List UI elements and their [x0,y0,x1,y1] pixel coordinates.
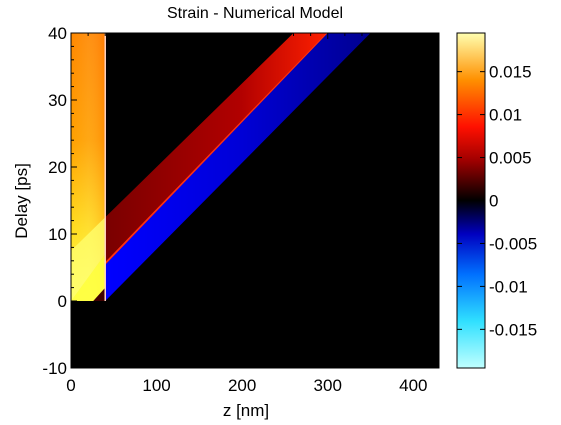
film-onset-triangle [71,217,106,301]
colorbar-tick-label: 0.015 [489,63,532,82]
x-tick-label: 400 [399,376,427,395]
colorbar-tick-label: 0.005 [489,149,532,168]
y-tick-label: 0 [58,292,67,311]
colorbar-tick-label: -0.015 [489,320,537,339]
x-tick-label: 300 [314,376,342,395]
x-tick-label: 200 [228,376,256,395]
compression-band [105,33,371,301]
colorbar-tick-label: -0.01 [489,277,528,296]
expansion-band-edge [104,33,329,265]
x-tick-label: 0 [66,376,75,395]
film-onset-dark [93,287,106,301]
x-tick-label: 100 [142,376,170,395]
colorbar-tick-label: 0.01 [489,106,522,125]
y-tick-label: 10 [48,225,67,244]
film-onset-lower [71,254,106,301]
y-tick-label: 40 [48,24,67,43]
plot-frame [70,32,440,369]
y-axis-label: Delay [ps] [12,163,31,239]
y-tick-label: 30 [48,91,67,110]
x-axis-label: z [nm] [223,401,269,420]
colorbar-tick-label: 0 [489,192,498,211]
y-tick-label: -10 [42,359,67,378]
colorbar-tick-label: -0.005 [489,234,537,253]
y-tick-label: 20 [48,158,67,177]
chart-title: Strain - Numerical Model [167,5,343,22]
